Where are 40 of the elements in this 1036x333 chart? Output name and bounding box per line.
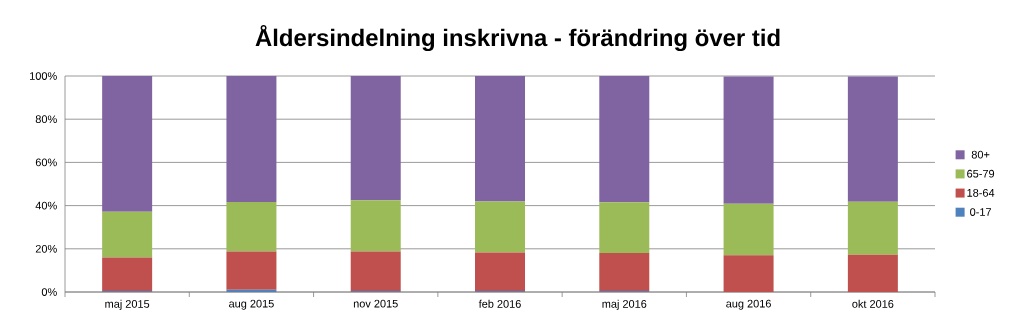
y-tick-label: 20%	[35, 244, 57, 253]
legend-label: 65-79	[967, 169, 995, 178]
x-tick-label: maj 2016	[602, 299, 647, 310]
legend-label: 0-17	[970, 208, 992, 216]
x-tick-label: nov 2015	[353, 299, 398, 308]
bar	[847, 254, 898, 292]
y-tick-label: 60%	[35, 158, 57, 167]
bar	[723, 203, 774, 256]
bar	[226, 76, 277, 202]
chart-title: Åldersindelning inskrivna - förändring över tid	[255, 24, 780, 52]
bar	[226, 289, 277, 292]
bar	[847, 201, 898, 255]
bar	[599, 253, 650, 291]
legend-label: 18-64	[967, 189, 995, 197]
bar	[599, 76, 650, 203]
y-tick-label: 0%	[41, 288, 57, 296]
y-tick-label: 40%	[35, 201, 57, 210]
bar	[226, 201, 277, 252]
x-tick-label: aug 2016	[726, 299, 771, 310]
bar	[599, 202, 650, 254]
bar	[350, 251, 401, 291]
y-tick-label: 100%	[30, 72, 57, 80]
bar	[226, 251, 277, 290]
x-tick-label: okt 2016	[852, 299, 894, 308]
y-tick-label: 80%	[35, 115, 57, 124]
x-tick-label: aug 2015	[229, 299, 274, 310]
bar	[723, 76, 774, 204]
bar	[475, 76, 525, 202]
x-tick-label: feb 2016	[478, 299, 521, 308]
bar	[475, 252, 525, 291]
bar	[723, 255, 774, 292]
bar	[102, 76, 153, 212]
bar	[475, 201, 525, 253]
bar	[102, 211, 153, 258]
bar	[102, 257, 153, 291]
bar	[350, 200, 401, 252]
x-tick-label: maj 2015	[105, 299, 150, 310]
legend-label: 80+	[971, 150, 990, 159]
bar	[350, 76, 401, 201]
bar	[847, 76, 898, 202]
